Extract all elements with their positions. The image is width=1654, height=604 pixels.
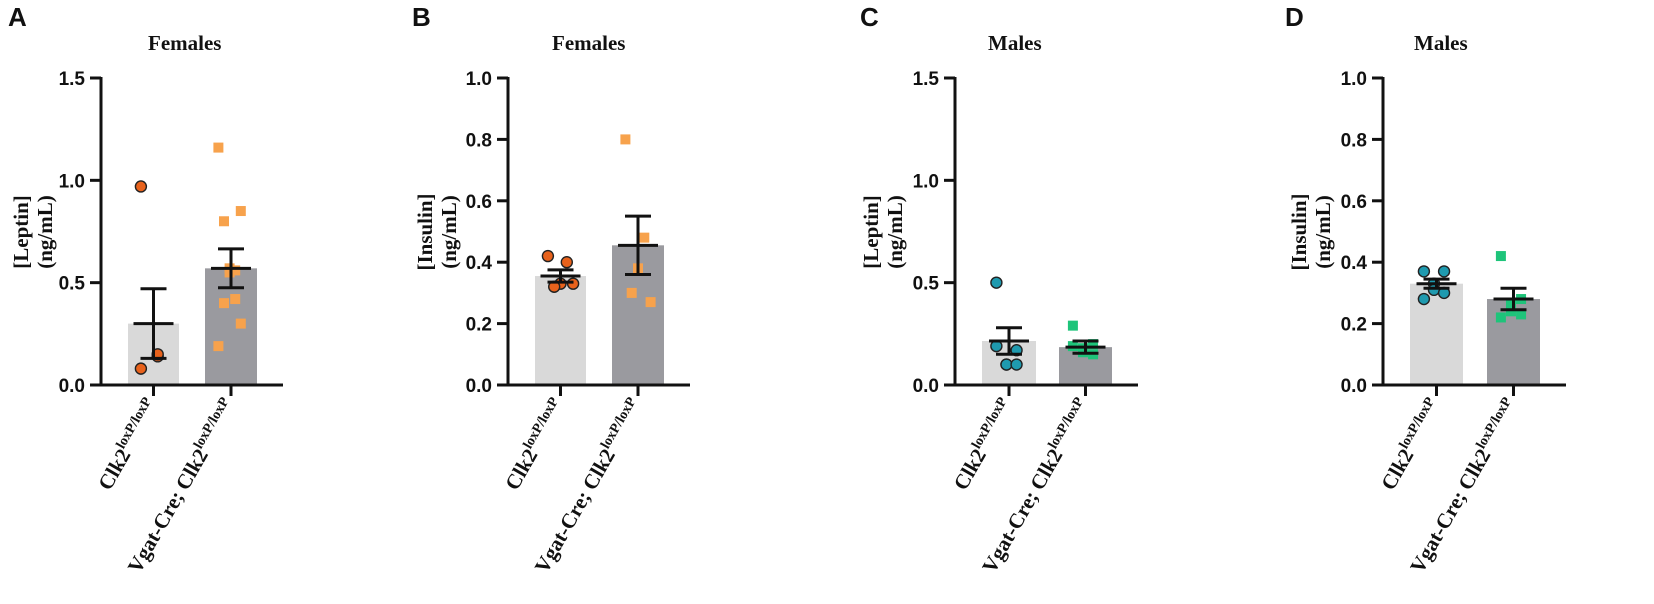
y-axis-label: [Insulin](ng/mL) bbox=[413, 193, 461, 270]
panel-A: AFemales[Leptin](ng/mL)0.00.51.01.5Clk2l… bbox=[8, 2, 283, 577]
chart-title: Females bbox=[552, 31, 625, 55]
y-axis-label: [Leptin](ng/mL) bbox=[859, 195, 907, 269]
data-point bbox=[1000, 358, 1013, 371]
y-tick-label: 1.0 bbox=[466, 69, 492, 90]
y-tick-label: 0.6 bbox=[1341, 192, 1367, 213]
x-category-superscript: loxP/loxP bbox=[1046, 395, 1088, 452]
data-point bbox=[620, 134, 631, 145]
x-category-prefix: Clk2 bbox=[500, 445, 542, 494]
y-axis-label-line1: [Leptin] bbox=[859, 195, 883, 269]
x-category-prefix: Clk2 bbox=[949, 445, 991, 494]
y-tick-label: 0.0 bbox=[913, 376, 939, 397]
y-tick-label: 0.6 bbox=[466, 192, 492, 213]
y-tick-label: 1.0 bbox=[913, 171, 939, 192]
data-point bbox=[1516, 309, 1527, 320]
x-category-prefix: Vgat-Cre; Clk2 bbox=[1405, 445, 1495, 577]
data-point bbox=[1010, 358, 1023, 371]
data-point bbox=[1067, 320, 1078, 331]
data-point bbox=[1088, 339, 1099, 350]
y-tick-label: 1.5 bbox=[913, 69, 940, 90]
data-point bbox=[235, 318, 246, 329]
x-category-superscript: loxP/loxP bbox=[1397, 395, 1439, 452]
data-point bbox=[560, 256, 573, 269]
data-point bbox=[566, 277, 580, 290]
y-tick-label: 0.5 bbox=[913, 274, 940, 295]
data-point bbox=[230, 265, 241, 276]
panel-letter: D bbox=[1285, 2, 1304, 32]
y-tick-label: 0.2 bbox=[1341, 315, 1367, 336]
data-point bbox=[1495, 251, 1506, 262]
x-category-label: Clk2loxP/loxP bbox=[1375, 395, 1447, 494]
data-point bbox=[219, 298, 229, 309]
x-category-prefix: Vgat-Cre; Clk2 bbox=[123, 445, 213, 577]
x-category-superscript: loxP/loxP bbox=[1474, 395, 1516, 452]
y-axis-label-line2: (ng/mL) bbox=[1311, 195, 1335, 269]
y-axis-label: [Leptin](ng/mL) bbox=[9, 195, 57, 269]
y-axis-label-line1: [Leptin] bbox=[9, 195, 33, 269]
chart-title: Females bbox=[148, 31, 221, 55]
x-category-prefix: Vgat-Cre; Clk2 bbox=[530, 445, 620, 577]
data-point bbox=[541, 249, 555, 263]
x-category-superscript: loxP/loxP bbox=[114, 395, 156, 452]
bar-control bbox=[535, 276, 586, 385]
data-point bbox=[219, 216, 229, 227]
y-axis-label-line2: (ng/mL) bbox=[437, 195, 461, 269]
y-axis-label-line2: (ng/mL) bbox=[33, 195, 57, 269]
y-tick-label: 0.8 bbox=[466, 130, 492, 151]
x-category-superscript: loxP/loxP bbox=[521, 395, 563, 452]
data-point bbox=[1417, 292, 1431, 306]
panel-letter: C bbox=[860, 2, 879, 32]
data-point bbox=[1505, 300, 1516, 311]
data-point bbox=[235, 206, 246, 217]
x-category-label: Clk2loxP/loxP bbox=[948, 395, 1020, 494]
y-tick-label: 0.2 bbox=[466, 315, 492, 336]
x-category-label: Clk2loxP/loxP bbox=[92, 395, 164, 494]
x-category-superscript: loxP/loxP bbox=[598, 395, 640, 452]
y-tick-label: 0.5 bbox=[59, 274, 86, 295]
y-axis-label-line1: [Insulin] bbox=[1287, 193, 1311, 270]
y-tick-label: 0.4 bbox=[466, 253, 493, 274]
x-category-label: Clk2loxP/loxP bbox=[499, 395, 571, 494]
data-point bbox=[990, 276, 1003, 289]
y-tick-label: 0.8 bbox=[1341, 130, 1367, 151]
panel-letter: A bbox=[8, 2, 27, 32]
data-point bbox=[1495, 312, 1506, 323]
y-tick-label: 0.4 bbox=[1341, 253, 1368, 274]
panel-D: D Males [Insulin](ng/mL) 0.0 0.2 0.4 0.6 0.8 1.0… bbox=[1285, 2, 1566, 577]
y-tick-label: 1.5 bbox=[59, 69, 86, 90]
y-axis-label: [Insulin](ng/mL) bbox=[1287, 193, 1335, 270]
x-category-superscript: loxP/loxP bbox=[191, 395, 233, 452]
y-axis-label-line1: [Insulin] bbox=[413, 193, 437, 270]
chart-title: Males bbox=[1414, 31, 1468, 55]
chart-title: Males bbox=[988, 31, 1042, 55]
y-tick-label: 1.0 bbox=[1341, 69, 1367, 90]
x-category-superscript: loxP/loxP bbox=[969, 395, 1011, 452]
y-tick-label: 0.0 bbox=[59, 376, 85, 397]
y-axis-label-line2: (ng/mL) bbox=[883, 195, 907, 269]
data-point bbox=[213, 341, 224, 352]
y-tick-label: 0.0 bbox=[466, 376, 492, 397]
data-point bbox=[213, 142, 224, 153]
y-tick-label: 0.0 bbox=[1341, 376, 1367, 397]
data-point bbox=[134, 180, 148, 193]
data-point bbox=[230, 294, 241, 305]
data-point bbox=[626, 287, 637, 298]
data-point bbox=[1437, 265, 1451, 278]
x-category-prefix: Vgat-Cre; Clk2 bbox=[977, 445, 1067, 577]
data-point bbox=[134, 362, 148, 375]
data-point bbox=[645, 297, 656, 308]
data-point bbox=[639, 232, 650, 243]
data-point bbox=[1505, 306, 1516, 317]
data-point bbox=[1417, 265, 1431, 278]
y-tick-label: 1.0 bbox=[59, 171, 85, 192]
x-category-prefix: Clk2 bbox=[93, 445, 135, 494]
panel-C: CMales[Leptin](ng/mL)0.00.51.01.5Clk2lox… bbox=[859, 2, 1138, 577]
panel-B: B Females [Insulin](ng/mL) 0.0 0.2 0.4 0.6 0.8 1… bbox=[412, 2, 690, 577]
x-category-prefix: Clk2 bbox=[1376, 445, 1418, 494]
panel-letter: B bbox=[412, 2, 431, 32]
